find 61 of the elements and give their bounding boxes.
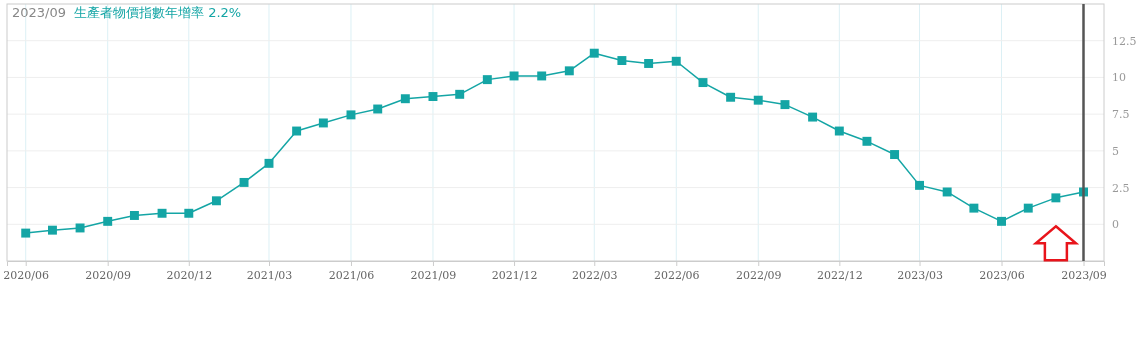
- point: [1051, 193, 1061, 203]
- point: [808, 112, 818, 122]
- point: [726, 92, 736, 102]
- point: [157, 208, 167, 218]
- point: [428, 92, 438, 101]
- chart-subtitle: 生產者物價指數年增率 2.2%: [74, 5, 242, 20]
- y-tick-label: 2.5: [1112, 181, 1130, 195]
- x-tick-label: 2023/06: [979, 268, 1025, 282]
- y-tick-label: 5: [1112, 144, 1119, 158]
- point: [617, 56, 627, 66]
- point: [862, 136, 872, 146]
- x-tick-label: 2021/06: [328, 268, 375, 282]
- point: [482, 75, 492, 85]
- point: [537, 71, 547, 81]
- y-tick-label: 10: [1112, 71, 1126, 85]
- point: [292, 126, 302, 136]
- point: [264, 158, 274, 168]
- point: [509, 71, 519, 81]
- x-tick-label: 2020/09: [85, 268, 132, 282]
- point: [780, 100, 790, 110]
- x-tick-label: 2023/03: [897, 268, 943, 282]
- y-tick-label: 7.5: [1112, 108, 1130, 122]
- y-tick-label: 12.5: [1112, 34, 1137, 48]
- x-tick-label: 2021/12: [491, 268, 538, 282]
- point: [400, 94, 410, 104]
- point: [997, 216, 1006, 226]
- point: [969, 203, 979, 213]
- point: [671, 56, 681, 66]
- x-tick-label: 2021/03: [246, 268, 293, 282]
- point: [890, 150, 900, 159]
- point: [184, 208, 194, 218]
- point: [318, 118, 328, 128]
- point: [455, 89, 465, 99]
- point: [564, 66, 574, 76]
- y-tick-label: 0: [1112, 218, 1119, 232]
- x-tick-label: 2021/09: [410, 268, 457, 282]
- point: [373, 104, 383, 114]
- x-tick-label: 2022/09: [735, 268, 782, 282]
- point: [753, 95, 763, 105]
- point: [346, 110, 356, 120]
- point: [698, 78, 708, 88]
- point: [239, 177, 249, 187]
- point: [589, 48, 599, 58]
- x-tick-label: 2023/09: [1061, 268, 1107, 282]
- x-tick-label: 2020/12: [166, 268, 213, 282]
- point: [915, 180, 924, 190]
- point: [129, 211, 139, 220]
- point: [942, 187, 952, 197]
- point: [644, 59, 654, 68]
- point: [211, 196, 221, 206]
- point: [21, 228, 31, 238]
- point: [47, 225, 57, 235]
- x-tick-label: 2022/06: [653, 268, 700, 282]
- point: [1023, 203, 1033, 213]
- point: [834, 126, 844, 136]
- chart-title: 2023/09: [12, 5, 67, 20]
- x-tick-label: 2022/12: [816, 268, 863, 282]
- x-tick-label: 2020/06: [3, 268, 50, 282]
- x-tick-label: 2022/03: [571, 268, 618, 282]
- point: [103, 216, 113, 226]
- point: [75, 223, 85, 233]
